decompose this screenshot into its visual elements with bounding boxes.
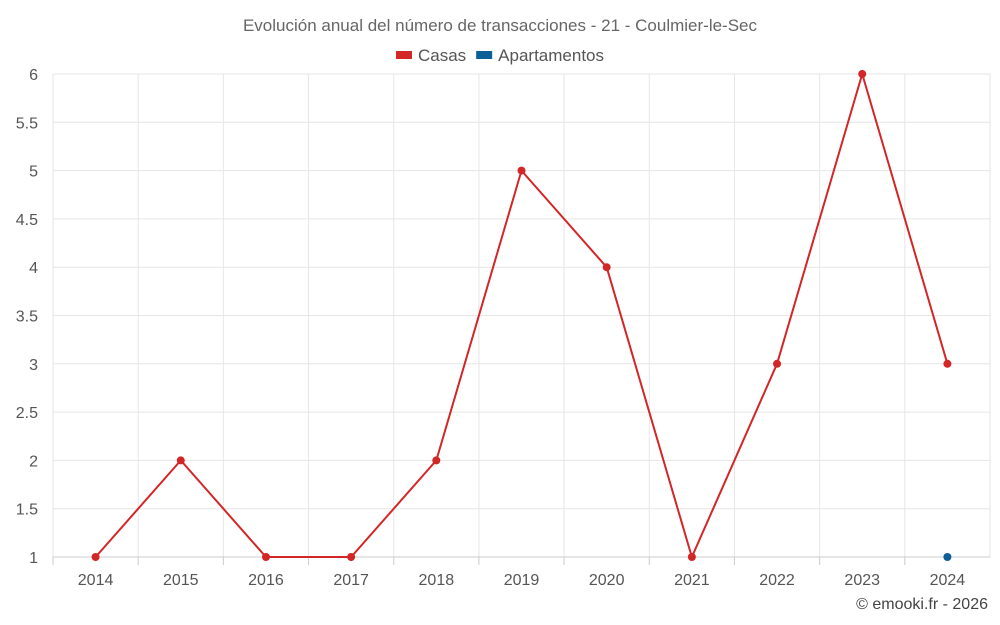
y-tick-label: 6	[29, 67, 38, 84]
x-tick-label: 2015	[163, 572, 199, 589]
data-point[interactable]	[687, 553, 696, 561]
legend-label: Apartamentos	[498, 46, 604, 65]
legend-item[interactable]: Casas	[395, 46, 466, 65]
x-tick-label: 2018	[419, 572, 455, 589]
chart-title: Evolución anual del número de transaccio…	[243, 16, 758, 35]
grid	[52, 73, 991, 558]
data-point[interactable]	[858, 70, 867, 78]
y-tick-label: 3	[29, 357, 38, 374]
credit-label: © emooki.fr - 2026	[856, 596, 988, 613]
y-tick-label: 3.5	[16, 309, 38, 326]
x-tick-label: 2022	[759, 572, 795, 589]
series-casas	[91, 70, 952, 561]
series-layer	[91, 70, 952, 561]
data-point[interactable]	[176, 456, 185, 465]
data-point[interactable]	[943, 359, 952, 368]
data-point[interactable]	[261, 553, 270, 561]
legend: Casas Apartamentos	[395, 46, 604, 65]
y-tick-label: 2.5	[16, 405, 38, 422]
y-tick-label: 4	[29, 260, 38, 277]
x-tick-label: 2017	[333, 572, 369, 589]
data-point[interactable]	[773, 359, 782, 368]
x-tick-label: 2019	[504, 572, 540, 589]
data-point[interactable]	[347, 553, 356, 561]
x-axis: 2014 2015 2016 2017 2018 2019 2020 2021 2022 2023…	[52, 557, 966, 589]
y-tick-label: 1.5	[16, 502, 38, 519]
data-point[interactable]	[517, 166, 526, 175]
x-tick-label: 2016	[248, 572, 284, 589]
legend-swatch	[476, 51, 493, 59]
y-tick-label: 2	[29, 453, 38, 470]
legend-swatch	[395, 51, 412, 59]
data-point[interactable]	[432, 456, 441, 465]
data-point[interactable]	[943, 553, 952, 561]
y-tick-label: 5.5	[16, 115, 38, 132]
x-tick-label: 2024	[930, 572, 966, 589]
x-tick-label: 2014	[78, 572, 114, 589]
y-tick-label: 4.5	[16, 212, 38, 229]
y-axis: 1 1.5 2 2.5 3 3.5 4 4.5 5 5.5 6	[16, 67, 38, 567]
legend-item[interactable]: Apartamentos	[476, 46, 604, 65]
x-tick-label: 2021	[674, 572, 710, 589]
data-point[interactable]	[91, 553, 100, 561]
x-tick-label: 2023	[844, 572, 880, 589]
x-tick-label: 2020	[589, 572, 625, 589]
series-apartamentos	[943, 553, 952, 561]
y-tick-label: 1	[29, 550, 38, 567]
legend-label: Casas	[418, 46, 466, 65]
y-tick-label: 5	[29, 164, 38, 181]
data-point[interactable]	[602, 263, 611, 272]
